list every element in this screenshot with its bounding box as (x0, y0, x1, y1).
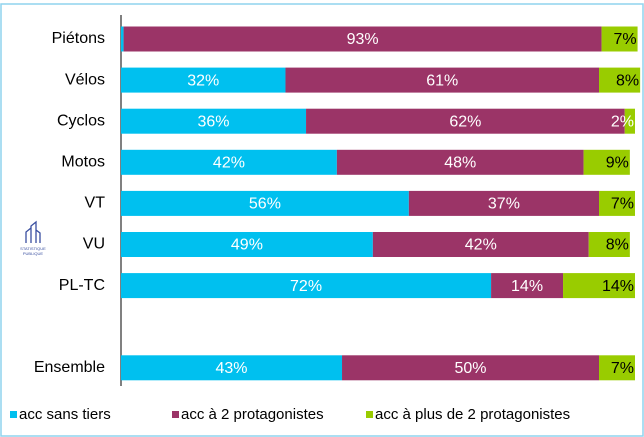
y-tick-label: VU (83, 236, 105, 253)
bar-segment (563, 273, 635, 299)
bar-segment (372, 232, 589, 257)
data-label: 48% (444, 155, 476, 172)
y-tick-label: Cyclos (57, 112, 105, 129)
y-tick-label: Motos (61, 154, 105, 171)
data-label: 9% (606, 155, 629, 172)
y-tick-label: VT (85, 195, 106, 212)
legend-label: acc à 2 protagonistes (181, 406, 324, 423)
data-label: 14% (602, 278, 634, 295)
bar-segment (599, 67, 641, 93)
bar-segment (588, 232, 630, 257)
bar-segment (121, 273, 492, 299)
data-label: 36% (198, 113, 230, 130)
legend-label: acc à plus de 2 protagonistes (375, 406, 570, 423)
bar-segment (123, 26, 602, 52)
data-label: 32% (187, 72, 219, 89)
y-tick-label: PL-TC (59, 277, 105, 294)
data-label: 43% (215, 360, 247, 377)
bar-segment (624, 108, 635, 134)
legend-swatch (172, 411, 179, 418)
data-label: 14% (511, 278, 543, 295)
bar-segment (336, 149, 584, 175)
data-label: 7% (611, 196, 634, 213)
bar-segment (599, 355, 635, 381)
bar-segment (408, 190, 600, 216)
bar-segment (491, 273, 564, 299)
data-label: 50% (455, 360, 487, 377)
bar-segment (599, 190, 635, 216)
logo-text: STATISTIQUE (20, 246, 46, 251)
y-tick-label: Ensemble (34, 359, 105, 376)
data-label: 56% (249, 196, 281, 213)
bar-segment (342, 355, 600, 381)
data-label: 7% (611, 360, 634, 377)
bar-segment (285, 67, 600, 93)
data-label: 37% (488, 196, 520, 213)
frame (0, 3, 644, 437)
data-label: 72% (290, 278, 322, 295)
data-label: 42% (465, 237, 497, 254)
data-label: 42% (213, 155, 245, 172)
legend-swatch (10, 411, 17, 418)
bar-segment (583, 149, 630, 175)
bar-segment (121, 232, 373, 257)
bar-segment (306, 108, 625, 134)
bar-segment (121, 67, 286, 93)
data-label: 61% (426, 72, 458, 89)
legend-swatch (366, 411, 373, 418)
data-label: 8% (606, 237, 629, 254)
data-label: 49% (231, 237, 263, 254)
logo (25, 220, 41, 243)
logo-text: PUBLIQUE (23, 251, 44, 256)
bar-segment (121, 26, 124, 52)
data-label: 2% (611, 113, 634, 130)
bar-segment (121, 108, 307, 134)
bar-segment (121, 355, 343, 381)
logo-icon (25, 220, 41, 243)
bar-segment (601, 26, 638, 52)
legend-label: acc sans tiers (19, 406, 111, 423)
data-label: 7% (613, 31, 636, 48)
y-tick-label: Vélos (65, 71, 105, 88)
data-label: 62% (449, 113, 481, 130)
bar-segment (121, 190, 409, 216)
y-tick-label: Piétons (52, 30, 105, 47)
bar-segment (121, 149, 337, 175)
data-label: 93% (347, 31, 379, 48)
data-label: 8% (616, 72, 639, 89)
